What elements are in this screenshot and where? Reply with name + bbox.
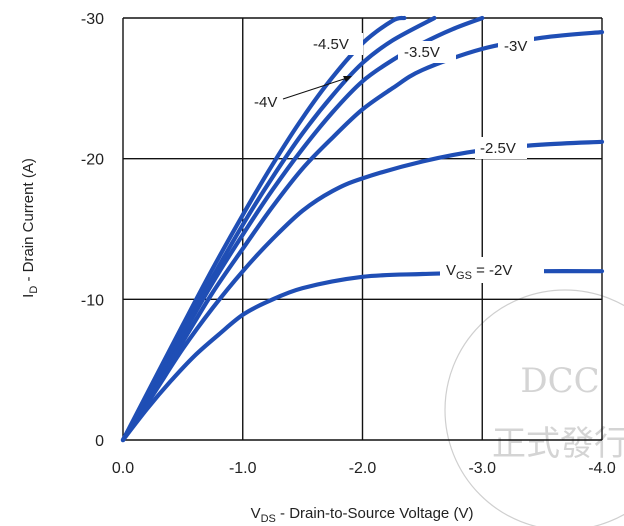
watermark-text-2: 正式發行 [492,424,624,464]
x-tick-label: 0.0 [112,460,134,477]
series-label-4.5V: -4.5V [313,36,349,53]
x-tick-label: -2.0 [349,460,377,477]
curve-labels: VGS = -2V -2.5V -3V -3.5V -4.5V -4V [254,36,527,282]
label-background [475,137,527,159]
series-label-4V: -4V [254,94,277,111]
y-tick-label: 0 [95,433,104,450]
series-label-3.5V: -3.5V [404,44,440,61]
label-4V-leader [282,77,348,100]
series-label-3V: -3V [504,38,527,55]
y-tick-label: -30 [81,11,104,28]
label-background [498,35,534,57]
label-background [307,33,363,55]
series-label-2V: VGS = -2V [446,262,512,282]
series-line--4.5V [120,15,407,443]
x-tick-label: -3.0 [468,460,496,477]
tick-labels: 0.0 -1.0 -2.0 -3.0 -4.0 0 -10 -20 -30 [81,11,616,477]
x-tick-label: -1.0 [229,460,257,477]
x-tick-label: -4.0 [588,460,616,477]
label-background [440,257,544,283]
label-background [398,41,456,63]
x-axis-label: VDS - Drain-to-Source Voltage (V) [251,505,474,525]
series-label-2.5V: -2.5V [480,140,516,157]
series-line--3V [120,30,605,443]
y-tick-label: -20 [81,152,104,169]
y-tick-label: -10 [81,292,104,309]
plot-area [120,15,605,443]
y-axis-label: ID - Drain Current (A) [20,158,40,298]
watermark-text-1: DCC [520,361,599,401]
series-line--4V [120,15,437,443]
label-4V-arrowhead [343,76,352,82]
watermark-seal: DCC 正式發行 [444,289,624,526]
